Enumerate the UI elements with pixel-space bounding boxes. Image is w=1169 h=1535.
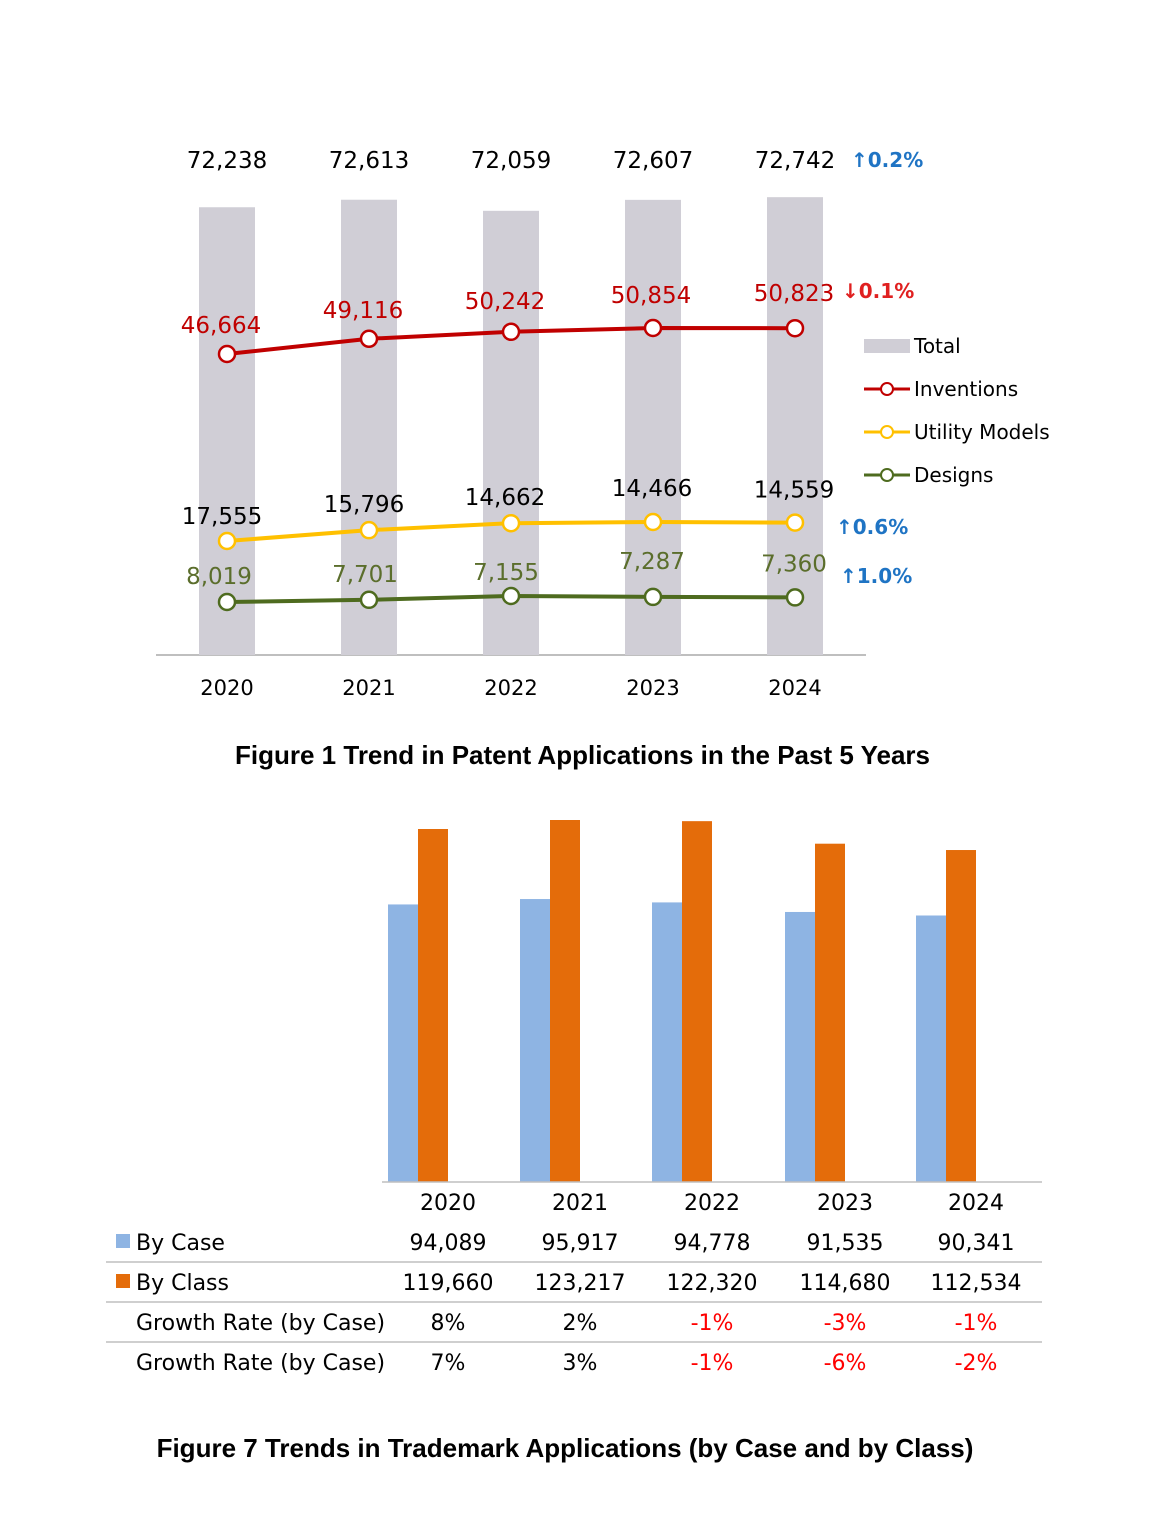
total-label-2020: 72,238 (187, 148, 267, 174)
legend-swatch-total (864, 339, 910, 353)
utility-models-label-2024: 14,559 (754, 478, 834, 504)
table-row-label-by-class: By Class (136, 1271, 229, 1296)
table-cell-growth-2-2021: 3% (563, 1351, 598, 1376)
table-cell-growth-2-2022: -1% (691, 1351, 734, 1376)
inventions-point-2023 (645, 320, 661, 336)
total-bar-2023 (625, 200, 681, 655)
utility-models-label-2022: 14,662 (465, 485, 545, 511)
fig1-tick-2020: 2020 (200, 676, 253, 700)
designs-point-2022 (503, 588, 519, 604)
total-label-2024: 72,742 (755, 148, 835, 174)
table-cell-by-case-2021: 95,917 (542, 1231, 619, 1256)
table-legend-swatch-by-class (116, 1274, 130, 1288)
table-row-label-by-case: By Case (136, 1231, 225, 1256)
legend-label-inventions: Inventions (914, 377, 1018, 401)
total-label-2022: 72,059 (471, 148, 551, 174)
designs-point-2021 (361, 592, 377, 608)
table-cell-by-case-2023: 91,535 (807, 1231, 884, 1256)
utility-models-point-2024 (787, 515, 803, 531)
inventions-label-2023: 50,854 (611, 283, 691, 309)
inventions-change: ↓0.1% (842, 279, 914, 303)
utility-models-label-2020: 17,555 (182, 504, 262, 530)
total-change: ↑0.2% (851, 148, 923, 172)
inventions-label-2022: 50,242 (465, 289, 545, 315)
designs-change: ↑1.0% (840, 564, 912, 588)
table-cell-by-class-2023: 114,680 (800, 1271, 891, 1296)
table-cell-growth-2-2023: -6% (824, 1351, 867, 1376)
fig1-tick-2023: 2023 (626, 676, 679, 700)
table-cell-by-class-2024: 112,534 (931, 1271, 1022, 1296)
by-case-bar-2020 (388, 904, 418, 1182)
table-cell-by-case-2024: 90,341 (938, 1231, 1015, 1256)
table-cell-growth-2-2024: -2% (955, 1351, 998, 1376)
table-cell-growth-1-2023: -3% (824, 1311, 867, 1336)
legend-marker-inventions (881, 383, 893, 395)
utility-models-point-2020 (219, 533, 235, 549)
table-cell-growth-1-2021: 2% (563, 1311, 598, 1336)
fig7-tick-2021: 2021 (552, 1191, 608, 1216)
by-class-bar-2024 (946, 850, 976, 1182)
fig1-tick-2024: 2024 (768, 676, 821, 700)
utility-models-label-2021: 15,796 (324, 492, 404, 518)
table-cell-by-class-2022: 122,320 (667, 1271, 758, 1296)
fig7-tick-2020: 2020 (420, 1191, 476, 1216)
table-cell-by-class-2021: 123,217 (535, 1271, 626, 1296)
table-legend-swatch-by-case (116, 1234, 130, 1248)
designs-label-2023: 7,287 (619, 549, 685, 575)
legend-marker-utility-models (881, 426, 893, 438)
legend-marker-designs (881, 469, 893, 481)
inventions-point-2022 (503, 324, 519, 340)
utility-models-change: ↑0.6% (836, 515, 908, 539)
designs-label-2021: 7,701 (332, 562, 398, 588)
fig7-tick-2023: 2023 (817, 1191, 873, 1216)
legend-label-designs: Designs (914, 463, 993, 487)
fig1-tick-2022: 2022 (484, 676, 537, 700)
inventions-label-2020: 46,664 (181, 313, 261, 339)
patent-trend-chart: 72,238 72,613 72,059 72,607 72,742 46,664 49,1… (0, 0, 1169, 730)
table-row-label-growth-2: Growth Rate (by Case) (136, 1351, 385, 1376)
by-class-bar-2020 (418, 829, 448, 1182)
by-class-bar-2021 (550, 820, 580, 1182)
utility-models-point-2021 (361, 522, 377, 538)
trademark-trend-chart: 2020 2021 2022 2023 2024 By Case 94,089 95,917 9… (0, 820, 1169, 1420)
legend-label-utility-models: Utility Models (914, 420, 1050, 444)
by-case-bar-2021 (520, 899, 550, 1182)
designs-label-2024: 7,360 (761, 551, 827, 577)
designs-point-2020 (219, 594, 235, 610)
fig7-tick-2024: 2024 (948, 1191, 1004, 1216)
total-label-2021: 72,613 (329, 148, 409, 174)
table-cell-by-case-2020: 94,089 (410, 1231, 487, 1256)
utility-models-label-2023: 14,466 (612, 476, 692, 502)
by-case-bar-2023 (785, 912, 815, 1182)
total-label-2023: 72,607 (613, 148, 693, 174)
fig7-tick-2022: 2022 (684, 1191, 740, 1216)
by-class-bar-2022 (682, 821, 712, 1182)
by-case-bar-2022 (652, 902, 682, 1182)
inventions-point-2021 (361, 331, 377, 347)
inventions-point-2020 (219, 346, 235, 362)
designs-label-2022: 7,155 (473, 560, 539, 586)
table-row-label-growth-1: Growth Rate (by Case) (136, 1311, 385, 1336)
fig1-tick-2021: 2021 (342, 676, 395, 700)
fig1-caption: Figure 1 Trend in Patent Applications in… (0, 740, 1165, 771)
legend-label-total: Total (913, 334, 961, 358)
inventions-point-2024 (787, 320, 803, 336)
fig7-caption: Figure 7 Trends in Trademark Application… (0, 1433, 1130, 1464)
table-cell-growth-1-2020: 8% (431, 1311, 466, 1336)
by-case-bar-2024 (916, 915, 946, 1182)
utility-models-point-2022 (503, 515, 519, 531)
inventions-label-2024: 50,823 (754, 281, 834, 307)
designs-point-2023 (645, 589, 661, 605)
utility-models-point-2023 (645, 514, 661, 530)
table-cell-growth-1-2022: -1% (691, 1311, 734, 1336)
table-cell-by-class-2020: 119,660 (403, 1271, 494, 1296)
table-cell-growth-1-2024: -1% (955, 1311, 998, 1336)
designs-point-2024 (787, 589, 803, 605)
inventions-label-2021: 49,116 (323, 298, 403, 324)
designs-label-2020: 8,019 (186, 564, 252, 590)
table-cell-by-case-2022: 94,778 (674, 1231, 751, 1256)
total-bar-2024 (767, 197, 823, 655)
table-cell-growth-2-2020: 7% (431, 1351, 466, 1376)
by-class-bar-2023 (815, 844, 845, 1182)
